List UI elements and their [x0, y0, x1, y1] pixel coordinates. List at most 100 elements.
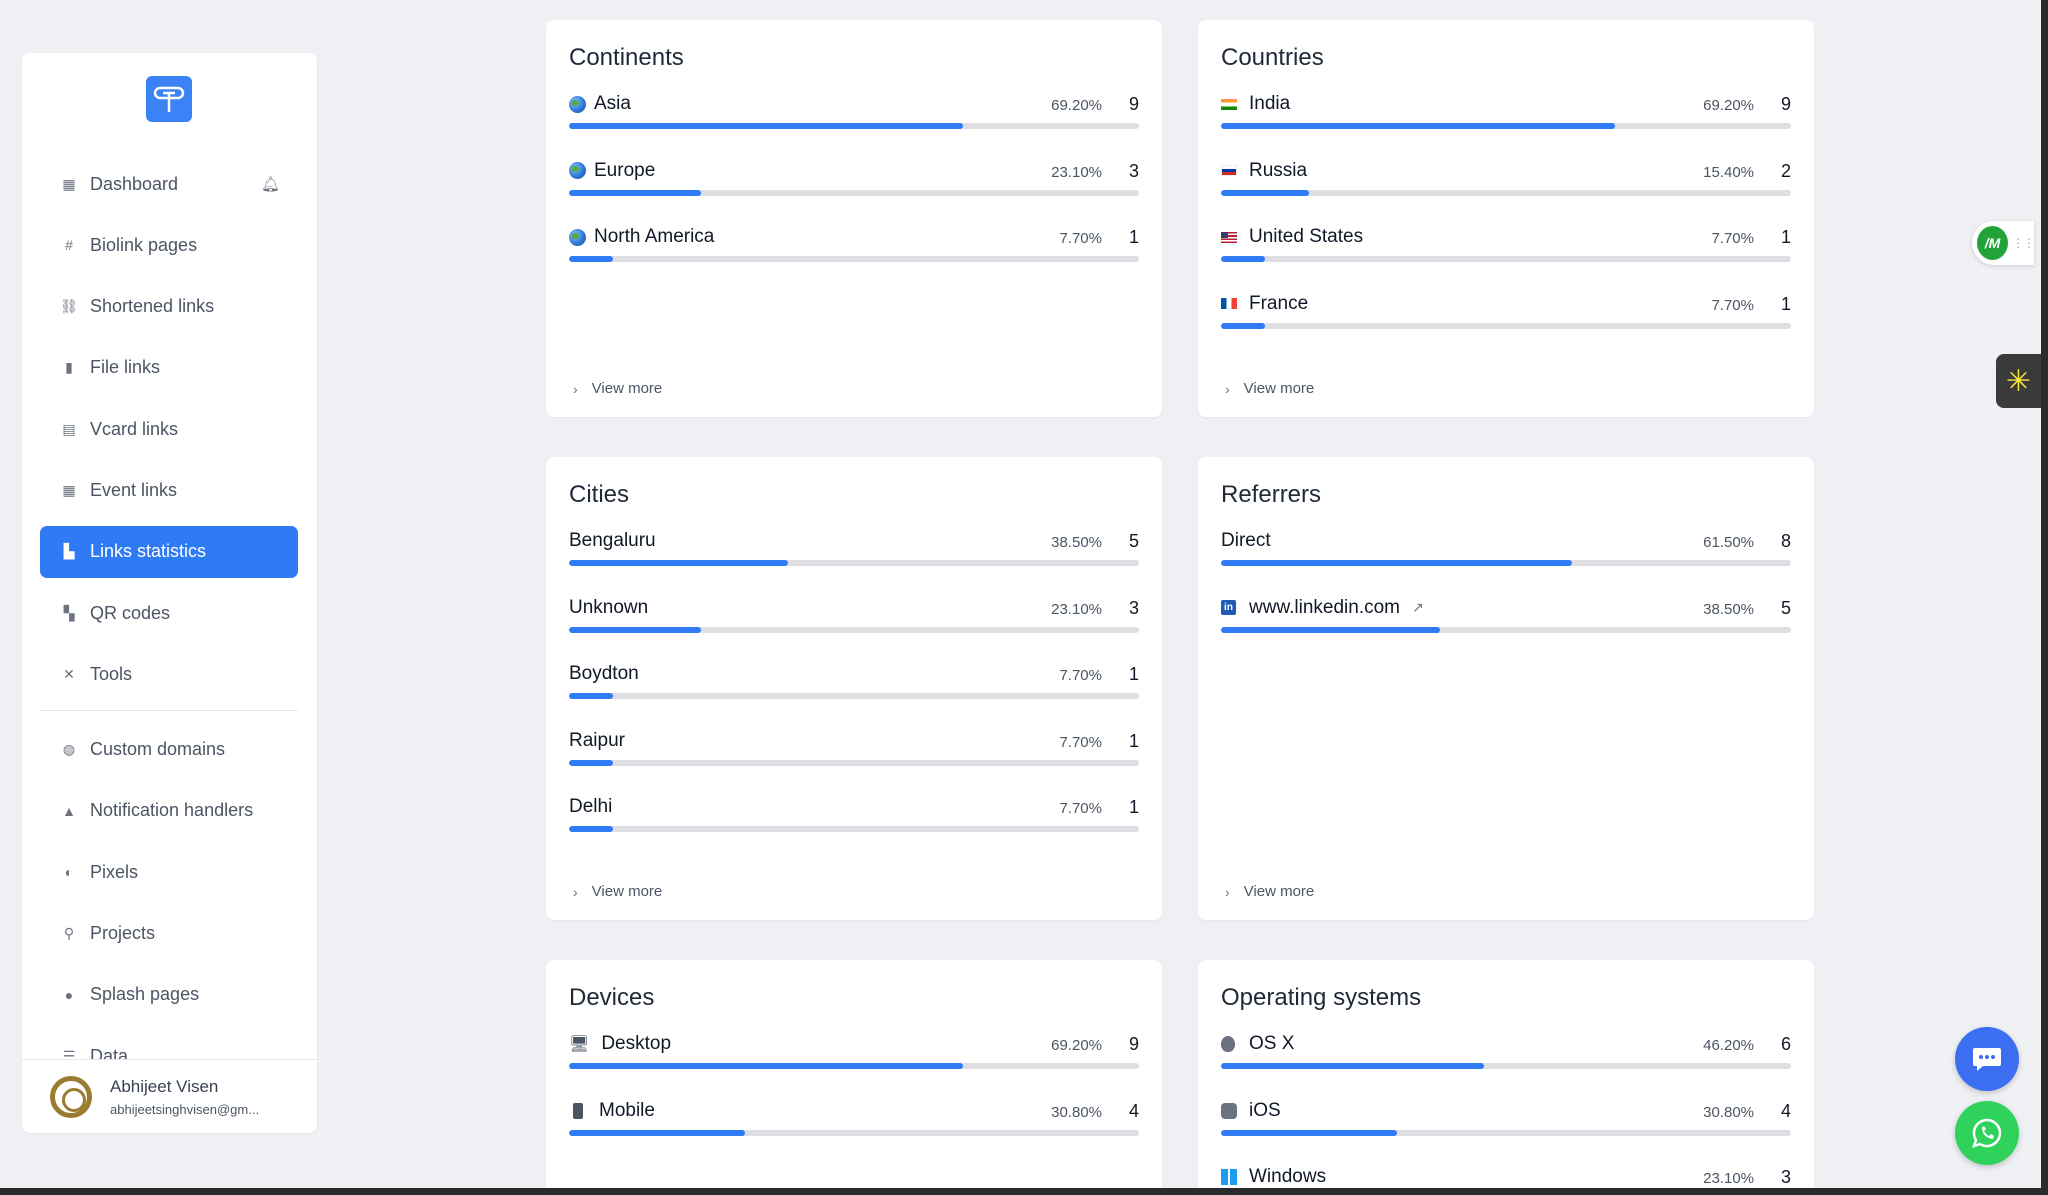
progress-fill [1221, 560, 1572, 566]
list-item: OS X 46.20% 6 [1221, 1020, 1791, 1087]
row-percentage: 69.20% [1051, 97, 1102, 114]
russia-flag-icon [1221, 165, 1237, 176]
row-label: North America [594, 226, 715, 247]
row-percentage: 7.70% [1059, 230, 1102, 247]
sidebar-item-qr-codes[interactable]: ▚ QR codes [40, 587, 298, 639]
chevron-right-icon: › [573, 883, 578, 900]
continents-card: Continents Asia 69.20% 9 Europe 23.10% 3… [546, 20, 1162, 417]
chat-button[interactable] [1955, 1027, 2019, 1091]
row-label: Bengaluru [569, 530, 656, 551]
sidebar-divider [40, 709, 298, 711]
row-count: 8 [1780, 531, 1791, 551]
sidebar-item-label: Vcard links [90, 418, 179, 439]
sidebar-item-label: File links [90, 357, 161, 378]
sidebar-item-pixels[interactable]: ◐ Pixels [40, 846, 298, 898]
row-percentage: 7.70% [1059, 667, 1102, 684]
progress-fill [569, 189, 701, 196]
row-count: 3 [1780, 1167, 1791, 1187]
asterisk-icon: ✳ [2005, 364, 2032, 398]
qr-icon: ▚ [63, 604, 75, 621]
sidebar-item-links-statistics[interactable]: ▙ Links statistics [40, 525, 298, 578]
progress-track [1221, 189, 1791, 196]
link-logo-icon [153, 86, 185, 112]
row-count: 9 [1780, 94, 1791, 114]
devices-card: Devices 🖥︎ Desktop 69.20% 9 Mobile 30.80%… [546, 960, 1162, 1188]
app-logo[interactable] [146, 76, 192, 122]
progress-fill [1221, 123, 1616, 129]
progress-track [569, 1063, 1139, 1069]
project-diagram-icon: ⚲ [63, 925, 75, 942]
sidebar-item-label: Tools [90, 663, 133, 684]
row-label: Desktop [601, 1033, 672, 1054]
row-percentage: 23.10% [1051, 163, 1102, 181]
row-count: 4 [1128, 1100, 1139, 1121]
progress-fill [569, 1129, 745, 1136]
row-count: 3 [1128, 160, 1139, 181]
row-percentage: 61.50% [1703, 534, 1754, 551]
list-item: France 7.70% 1 [1221, 280, 1791, 347]
external-link-icon[interactable]: ↗ [1412, 599, 1424, 615]
chart-icon: ▙ [63, 543, 75, 560]
globe-icon [569, 162, 586, 179]
list-item: iOS 30.80% 4 [1221, 1087, 1791, 1154]
sidebar-item-biolink-pages[interactable]: # Biolink pages [40, 219, 298, 271]
extension-widget[interactable]: /M ⋮⋮ [1972, 221, 2035, 265]
row-label: France [1249, 292, 1309, 314]
view-more-link[interactable]: › View more [573, 883, 662, 900]
card-title: Continents [569, 44, 684, 71]
sidebar-item-vcard-links[interactable]: ▤ Vcard links [40, 403, 298, 455]
sidebar-item-shortened-links[interactable]: ⛓ Shortened links [40, 281, 298, 333]
globe-icon: ◍ [62, 741, 76, 758]
row-label: Unknown [569, 596, 649, 618]
sidebar-item-notification-handlers[interactable]: ▲ Notification handlers [40, 785, 298, 837]
sidebar-item-label: Projects [90, 923, 156, 944]
id-card-icon: ▤ [62, 420, 76, 437]
row-percentage: 23.10% [1703, 1170, 1754, 1187]
chevron-right-icon: › [1225, 883, 1230, 900]
card-title: Devices [569, 984, 655, 1011]
progress-track [1221, 1063, 1791, 1069]
sidebar-item-label: Links statistics [90, 541, 207, 562]
user-profile[interactable]: Abhijeet Visen abhijeetsinghvisen@gm... [22, 1059, 317, 1133]
sidebar-item-dashboard[interactable]: ▦ Dashboard 🔔︎ [40, 158, 298, 210]
sidebar-item-label: QR codes [90, 602, 171, 623]
sidebar-item-file-links[interactable]: ▮ File links [40, 342, 298, 394]
whatsapp-button[interactable] [1955, 1101, 2019, 1165]
row-label: India [1249, 93, 1291, 114]
progress-fill [1221, 1063, 1485, 1069]
table-icon: ▦ [62, 175, 76, 192]
row-label: Mobile [599, 1099, 655, 1121]
drag-handle-icon[interactable]: ⋮⋮ [2012, 236, 2035, 250]
row-count: 5 [1128, 531, 1139, 551]
progress-track [569, 123, 1139, 129]
list-item: Europe 23.10% 3 [569, 147, 1139, 214]
sidebar-item-tools[interactable]: ✕ Tools [40, 648, 298, 700]
sidebar-item-label: Event links [90, 479, 178, 500]
list-item: Boydton 7.70% 1 [569, 650, 1139, 717]
view-more-link[interactable]: › View more [1225, 380, 1314, 397]
m-logo-icon: /M [1977, 226, 2008, 260]
sidebar-item-projects[interactable]: ⚲ Projects [40, 908, 298, 960]
view-more-link[interactable]: › View more [573, 380, 662, 397]
chevron-right-icon: › [573, 380, 578, 397]
progress-track [569, 693, 1139, 699]
assistant-widget[interactable]: ✳ [1996, 354, 2041, 408]
view-more-link[interactable]: › View more [1225, 883, 1314, 900]
sidebar-item-splash-pages[interactable]: ● Splash pages [40, 969, 298, 1021]
whatsapp-icon [1972, 1118, 2002, 1148]
window-edge-right [2041, 0, 2048, 1195]
row-count: 1 [1128, 730, 1139, 751]
sidebar-item-label: Biolink pages [90, 234, 198, 255]
user-email: abhijeetsinghvisen@gm... [110, 1101, 260, 1117]
droplet-icon: ● [64, 986, 74, 1003]
sidebar-item-event-links[interactable]: ▦ Event links [40, 464, 298, 516]
row-label: Asia [594, 93, 631, 114]
referrers-card: Referrers Direct 61.50% 8 in www.linkedi… [1198, 457, 1814, 920]
bell-icon[interactable]: 🔔︎ [260, 176, 280, 193]
card-title: Referrers [1221, 481, 1322, 508]
row-count: 1 [1128, 664, 1139, 684]
sidebar-item-custom-domains[interactable]: ◍ Custom domains [40, 724, 298, 776]
row-label: Europe [594, 159, 656, 181]
list-item: Asia 69.20% 9 [569, 80, 1139, 147]
row-count: 9 [1128, 1034, 1139, 1054]
